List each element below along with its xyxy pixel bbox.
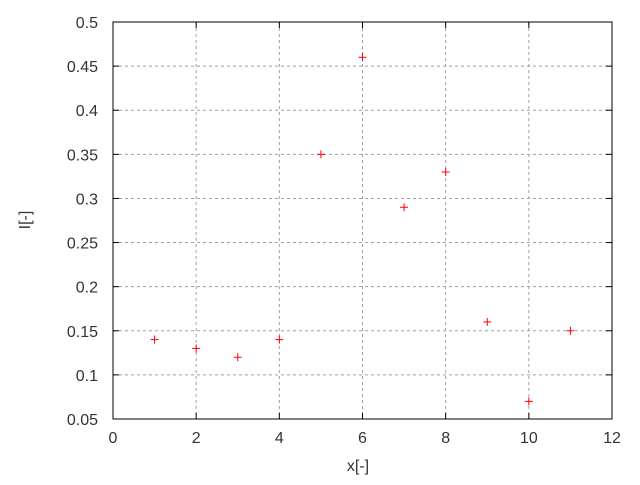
data-point (233, 353, 242, 362)
data-point (358, 53, 367, 62)
data-point (316, 150, 325, 159)
y-tick-label: 0.1 (76, 368, 98, 385)
data-point (566, 326, 575, 335)
y-tick-label: 0.45 (67, 59, 98, 76)
y-tick-label: 0.05 (67, 412, 98, 429)
data-points (150, 53, 575, 406)
data-point (192, 344, 201, 353)
y-tick-label: 0.4 (76, 103, 98, 120)
x-tick-label: 10 (520, 430, 538, 447)
y-tick-label: 0.15 (67, 324, 98, 341)
y-axis: 0.05 0.1 0.15 0.2 0.25 0.3 0.35 0.4 0.45 0.5 (67, 15, 612, 429)
x-tick-label: 12 (603, 430, 621, 447)
data-point (524, 397, 533, 406)
x-axis-label: x[-] (347, 458, 369, 475)
x-tick-label: 2 (192, 430, 201, 447)
grid (113, 22, 612, 419)
x-tick-label: 0 (109, 430, 118, 447)
x-tick-label: 8 (441, 430, 450, 447)
data-point (150, 335, 159, 344)
y-tick-label: 0.2 (76, 280, 98, 297)
y-tick-label: 0.25 (67, 236, 98, 253)
x-tick-label: 4 (275, 430, 284, 447)
x-tick-label: 6 (358, 430, 367, 447)
data-point (400, 203, 409, 212)
x-axis: 0 2 4 6 8 10 12 (109, 22, 621, 447)
data-point (441, 167, 450, 176)
data-point (483, 317, 492, 326)
y-axis-label: I[-] (17, 211, 34, 230)
y-tick-label: 0.3 (76, 191, 98, 208)
y-tick-label: 0.35 (67, 147, 98, 164)
data-point (275, 335, 284, 344)
y-tick-label: 0.5 (76, 15, 98, 32)
